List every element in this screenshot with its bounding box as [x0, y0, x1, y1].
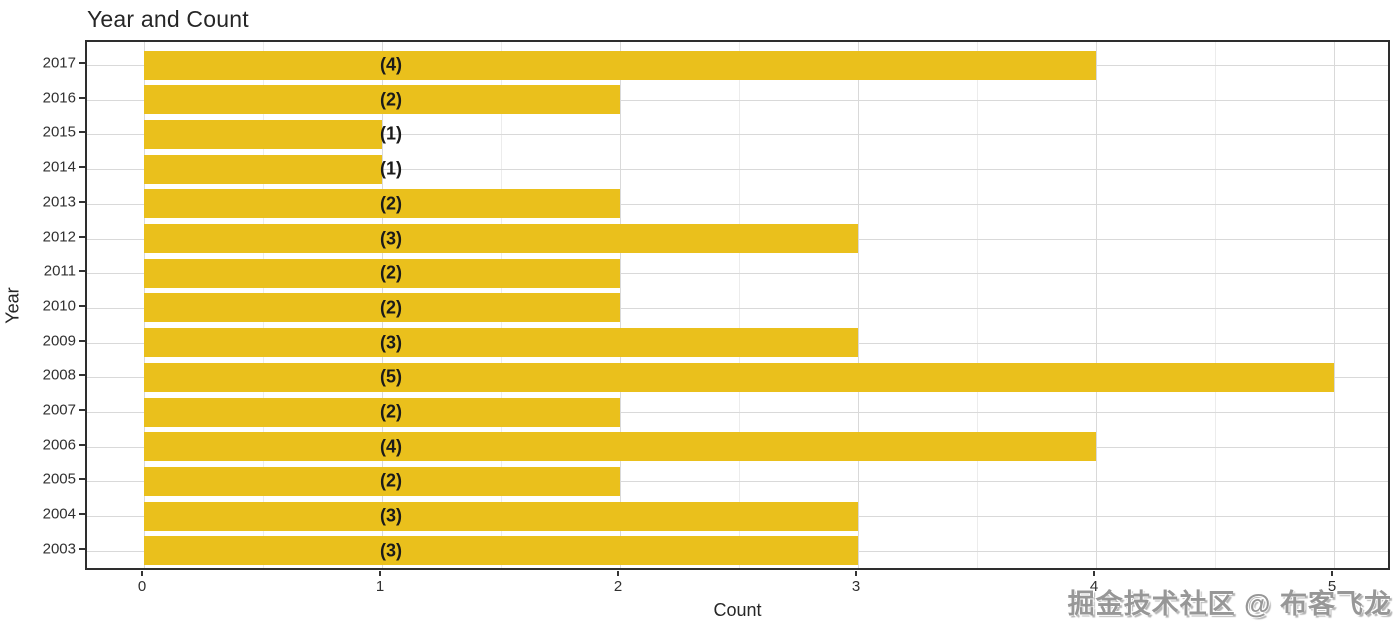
x-axis-title: Count [713, 600, 762, 620]
gridline-major-horizontal [87, 169, 1388, 171]
bar-2005 [144, 466, 620, 496]
bar-value-label: (5) [380, 366, 402, 387]
y-tick-mark [79, 478, 85, 481]
y-tick-label-2011: 2011 [43, 262, 76, 280]
x-tick-label-1: 1 [375, 578, 385, 595]
y-tick-mark [79, 200, 85, 203]
gridline-major-horizontal [87, 203, 1388, 205]
y-tick-mark [79, 62, 85, 64]
y-tick-mark [79, 547, 85, 550]
bar-2012 [144, 224, 858, 253]
x-tick-mark [379, 571, 381, 576]
bar-2014 [144, 154, 382, 184]
y-tick-mark [79, 304, 85, 307]
y-tick-label-2009: 2009 [42, 332, 76, 350]
bar-2013 [144, 189, 620, 219]
gridline-major-vertical [620, 42, 621, 568]
gridline-major-horizontal [87, 99, 1388, 101]
bar-value-label: (2) [380, 401, 402, 422]
y-tick-label-2010: 2010 [42, 297, 76, 315]
bar-value-label: (3) [380, 332, 402, 353]
y-tick-mark [79, 131, 85, 134]
gridline-major-vertical [1096, 42, 1097, 568]
y-tick-mark [79, 339, 85, 342]
watermark: 掘金技术社区 @ 布客飞龙 [1067, 589, 1392, 619]
x-tick-label-0: 0 [137, 578, 147, 595]
gridline-major-horizontal [87, 134, 1388, 136]
bar-2008 [144, 362, 1334, 392]
bar-2003 [144, 536, 858, 566]
bar-2010 [144, 293, 620, 323]
bar-value-label: (2) [380, 262, 402, 283]
x-tick-label-5: 5 [1327, 578, 1337, 595]
x-tick-mark [141, 571, 143, 576]
gridline-major-horizontal [87, 307, 1388, 309]
gridline-major-horizontal [87, 273, 1388, 275]
y-tick-label-2013: 2013 [42, 193, 76, 211]
bar-value-label: (2) [380, 470, 402, 491]
x-tick-label-4: 4 [1089, 578, 1099, 595]
y-tick-label-2004: 2004 [42, 505, 76, 523]
bar-value-label: (2) [380, 89, 402, 110]
y-tick-label-2017: 2017 [42, 54, 76, 72]
y-axis-title: Year [2, 287, 23, 324]
x-tick-mark [855, 571, 857, 576]
y-tick-mark [79, 513, 85, 516]
gridline-major-horizontal [87, 481, 1388, 483]
bar-2017 [144, 50, 1096, 80]
y-tick-mark [79, 166, 85, 169]
bar-value-label: (3) [380, 505, 402, 526]
bar-2006 [144, 432, 1096, 462]
gridline-major-horizontal [87, 412, 1388, 413]
bar-value-label: (1) [380, 123, 402, 144]
y-tick-label-2005: 2005 [42, 470, 76, 488]
gridline-major-vertical [1334, 42, 1335, 568]
x-tick-label-2: 2 [613, 578, 623, 595]
bar-2007 [144, 397, 620, 427]
gridline-minor-vertical [739, 42, 740, 568]
gridline-minor-vertical [977, 42, 978, 568]
y-tick-mark [79, 443, 85, 446]
x-tick-mark [1331, 571, 1333, 576]
y-tick-label-2003: 2003 [42, 540, 76, 558]
bar-value-label: (4) [380, 436, 402, 457]
y-tick-label-2014: 2014 [42, 158, 76, 176]
bar-2004 [144, 501, 858, 531]
gridline-minor-vertical [1215, 42, 1216, 568]
bar-2011 [144, 258, 620, 288]
y-tick-label-2012: 2012 [42, 228, 76, 245]
bar-value-label: (4) [380, 54, 402, 75]
x-tick-mark [617, 571, 619, 576]
bar-2016 [144, 85, 620, 115]
plot-panel: (4) (2) (1) (1) (2) (3) (2) (2) (3) (5) (2) (4) (2) (… [85, 40, 1390, 570]
bar-2009 [144, 328, 858, 358]
y-tick-label-2006: 2006 [42, 436, 76, 454]
bar-2015 [144, 119, 382, 149]
bar-value-label: (2) [380, 297, 402, 318]
y-tick-label-2015: 2015 [42, 123, 76, 141]
y-tick-mark [79, 270, 85, 273]
bar-value-label: (2) [380, 193, 402, 214]
y-tick-label-2008: 2008 [42, 366, 76, 384]
y-tick-mark [79, 409, 85, 411]
chart-title: Year and Count [87, 6, 249, 32]
y-tick-label-2016: 2016 [42, 89, 76, 107]
y-tick-label-2007: 2007 [42, 401, 76, 419]
gridline-major-vertical [858, 42, 859, 568]
bar-value-label: (1) [380, 158, 402, 179]
bar-value-label: (3) [380, 540, 402, 561]
y-tick-mark [79, 96, 85, 99]
x-tick-label-3: 3 [851, 578, 861, 595]
y-tick-mark [79, 235, 85, 238]
x-tick-mark [1093, 571, 1095, 576]
y-tick-mark [79, 374, 85, 377]
bar-value-label: (3) [380, 228, 402, 248]
